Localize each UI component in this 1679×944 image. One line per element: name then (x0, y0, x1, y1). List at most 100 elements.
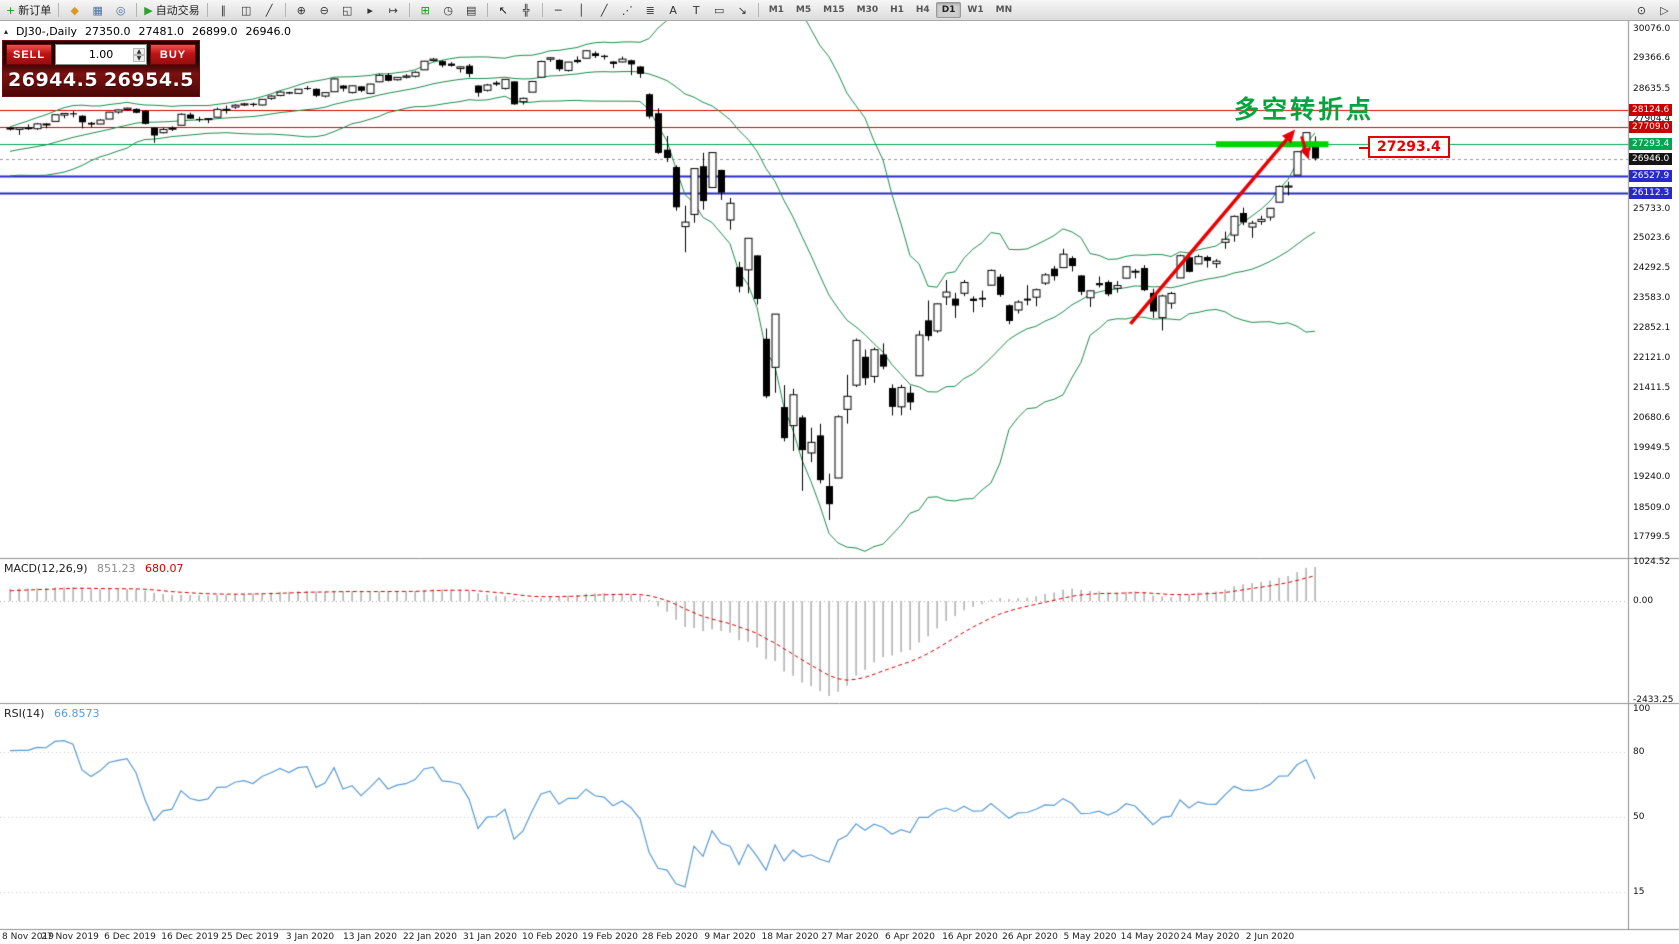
price-tick: 30076.0 (1633, 24, 1671, 34)
ohlc-low: 26899.0 (192, 25, 238, 38)
cursor-mode-button[interactable]: ▷ (1653, 1, 1676, 20)
equidistant-channel-button[interactable]: ⋰ (616, 1, 639, 20)
navigator-button[interactable]: ◎ (109, 1, 132, 20)
toolbar-separator (541, 3, 543, 17)
text-label-button[interactable]: T (685, 1, 708, 20)
toolbar-left-groups: + 新订单 ◆ ▦ ◎ ▶ 自动交易 ∥ ◫ ╱ ⊕ ⊖ ◱ ▸ ↦ ⊞ ◷ ▤ ↖ ╬ ─ │ ╱ ⋰ ≣ A T ▭ ↘ (3, 1, 754, 20)
price-callout-value: 27293.4 (1377, 139, 1441, 155)
line-chart-button[interactable]: ╱ (258, 1, 281, 20)
periods-button[interactable]: ◷ (437, 1, 460, 20)
vertical-line-icon: │ (577, 3, 585, 17)
timeframe-h4[interactable]: H4 (915, 5, 930, 15)
tile-windows-button[interactable]: ◱ (336, 1, 359, 20)
timeframe-d1[interactable]: D1 (935, 2, 962, 18)
crosshair-button[interactable]: ╬ (515, 1, 538, 20)
rsi-name: RSI(14) (4, 707, 45, 720)
timeframe-h1[interactable]: H1 (890, 5, 904, 15)
macd-name: MACD(12,26,9) (4, 562, 88, 575)
timeframe-m30[interactable]: M30 (856, 5, 879, 15)
toolbar-separator (206, 3, 208, 17)
toolbar-separator (486, 3, 488, 17)
search-icon: ⊙ (1636, 3, 1647, 17)
search-button[interactable]: ⊙ (1630, 1, 1653, 20)
volume-value: 1.00 (88, 48, 114, 61)
candlestick-chart-button[interactable]: ◫ (235, 1, 258, 20)
macd-axis-label: 0.00 (1633, 596, 1654, 607)
date-tick: 6 Apr 2020 (885, 932, 935, 942)
timeframe-m5[interactable]: M5 (795, 5, 812, 15)
market-watch-button[interactable]: ◆ (63, 1, 86, 20)
zoom-in-icon: ⊕ (296, 3, 306, 17)
buy-button[interactable]: BUY (150, 44, 196, 65)
price-line-label: 26527.9 (1629, 169, 1673, 182)
data-window-button[interactable]: ▦ (86, 1, 109, 20)
date-tick: 8 Nov 2019 (2, 932, 54, 942)
spinner-down-icon[interactable]: ▼ (133, 54, 145, 62)
trendline-button[interactable]: ╱ (593, 1, 616, 20)
indicators-icon: ⊞ (420, 3, 430, 17)
cursor-button[interactable]: ↖ (492, 1, 515, 20)
tile-windows-icon: ◱ (341, 3, 353, 17)
timeframe-mn[interactable]: MN (995, 5, 1013, 15)
shapes-button[interactable]: ▭ (708, 1, 731, 20)
price-axis[interactable]: 30076.0 29366.6 28635.5 27904.4 25733.0 25023… (1629, 20, 1679, 944)
fibonacci-button[interactable]: ≣ (639, 1, 662, 20)
date-tick: 22 Jan 2020 (403, 932, 457, 942)
price-callout[interactable]: 27293.4 (1359, 136, 1450, 158)
date-tick: 10 Feb 2020 (521, 932, 579, 942)
zoom-out-button[interactable]: ⊖ (313, 1, 336, 20)
new-order-button[interactable]: + 新订单 (3, 1, 54, 20)
text-button[interactable]: A (662, 1, 685, 20)
autotrading-button[interactable]: ▶ 自动交易 (141, 1, 202, 20)
toolbar-separator (58, 3, 60, 17)
price-tick: 17799.5 (1633, 532, 1671, 542)
rsi-axis-label: 100 (1633, 704, 1651, 714)
rsi-axis-label: 80 (1633, 747, 1645, 757)
vertical-line-button[interactable]: │ (570, 1, 593, 20)
one-click-toggle-icon[interactable]: ▴ (4, 27, 9, 36)
chart-shift-icon: ↦ (388, 3, 398, 17)
crosshair-icon: ╬ (522, 3, 530, 17)
chart-shift-button[interactable]: ↦ (382, 1, 405, 20)
rsi-axis-label: 50 (1633, 811, 1645, 822)
auto-scroll-icon: ▸ (367, 3, 373, 17)
timeframe-w1[interactable]: W1 (967, 5, 984, 15)
date-tick: 27 Mar 2020 (821, 932, 879, 942)
arrow-object-button[interactable]: ↘ (731, 1, 754, 20)
templates-button[interactable]: ▤ (460, 1, 483, 20)
toolbar-separator (284, 3, 286, 17)
date-tick: 13 Jan 2020 (343, 932, 397, 942)
horizontal-line-button[interactable]: ─ (547, 1, 570, 20)
price-tick: 27904.4 (1633, 113, 1671, 124)
autotrading-label: 自动交易 (155, 4, 200, 17)
macd-signal-value: 680.07 (145, 562, 184, 575)
price-line-label: 27709.0 (1629, 120, 1673, 133)
toolbar-separator (136, 3, 138, 17)
price-tick: 29366.6 (1633, 53, 1671, 64)
sell-button[interactable]: SELL (6, 44, 53, 65)
auto-scroll-button[interactable]: ▸ (359, 1, 382, 20)
ask-price: 26954.5 (103, 69, 194, 91)
date-axis[interactable]: 8 Nov 2019 27 Nov 2019 6 Dec 2019 16 Dec 20… (0, 931, 1629, 944)
price-line-label: 26112.3 (1629, 187, 1673, 200)
volume-spinner: ▲ ▼ (133, 45, 145, 64)
timeframe-group: M1 M5 M15 M30 H1 H4 D1 W1 MN (763, 2, 1018, 18)
date-tick: 27 Nov 2019 (41, 932, 99, 942)
date-tick: 16 Dec 2019 (161, 932, 219, 942)
date-tick: 28 Feb 2020 (641, 932, 699, 942)
toolbar: + 新订单 ◆ ▦ ◎ ▶ 自动交易 ∥ ◫ ╱ ⊕ ⊖ ◱ ▸ ↦ ⊞ ◷ ▤ ↖ ╬ ─ │ ╱ ⋰ ≣ A T ▭ ↘ M1 M5 M… (0, 0, 1679, 21)
indicators-button[interactable]: ⊞ (414, 1, 437, 20)
volume-field[interactable]: 1.00 ▲ ▼ (55, 44, 147, 65)
spinner-up-icon[interactable]: ▲ (133, 47, 145, 55)
shapes-icon: ▭ (713, 3, 725, 17)
zoom-in-button[interactable]: ⊕ (290, 1, 313, 20)
zoom-out-icon: ⊖ (319, 3, 329, 17)
date-tick: 18 Mar 2020 (761, 932, 819, 942)
price-tick: 24292.5 (1633, 263, 1671, 274)
timeframe-m1[interactable]: M1 (768, 5, 784, 15)
bar-chart-button[interactable]: ∥ (212, 1, 235, 20)
price-tick: 19949.5 (1633, 443, 1671, 454)
annotation-text[interactable]: 多空转折点 (1234, 95, 1375, 124)
timeframe-m15[interactable]: M15 (823, 5, 845, 15)
